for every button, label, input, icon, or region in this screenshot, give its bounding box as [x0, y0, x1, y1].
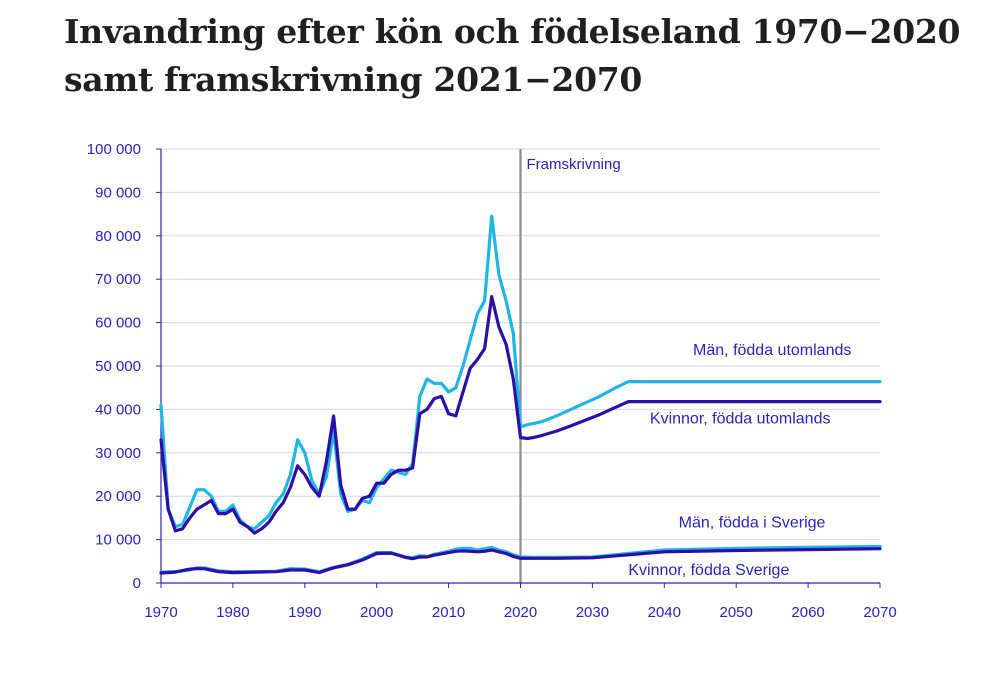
series-line-3 [159, 547, 882, 575]
series-line-1 [159, 295, 882, 535]
x-tick-label: 2020 [504, 604, 537, 621]
x-tick-label: 2000 [360, 604, 393, 621]
label-kvinnor-fodda-utomlands: Kvinnor, födda utomlands [650, 410, 831, 427]
x-tick-label: 2060 [791, 604, 824, 621]
label-man-fodda-i-sverige: Män, födda i Sverige [679, 514, 826, 531]
x-tick-label: 2050 [720, 604, 753, 621]
x-tick-label: 2040 [648, 604, 681, 621]
label-man-fodda-utomlands: Män, födda utomlands [693, 342, 851, 359]
chart-title-line-1: Invandring efter kön och födelseland 197… [64, 12, 961, 51]
y-tick-label: 90 000 [95, 184, 141, 201]
x-tick-label: 2070 [863, 604, 896, 621]
chart-title-line-2: samt framskrivning 2021−2070 [64, 60, 643, 99]
x-tick-label: 2030 [576, 604, 609, 621]
series-lines [159, 214, 882, 575]
y-tick-label: 10 000 [95, 532, 141, 549]
y-tick-label: 70 000 [95, 271, 141, 288]
y-tick-label: 50 000 [95, 358, 141, 375]
x-tick-label: 1990 [288, 604, 321, 621]
y-axis-ticks: 0 10 000 20 000 30 000 40 000 50 000 60 000 70 … [87, 141, 161, 592]
y-tick-label: 60 000 [95, 315, 141, 332]
projection-label: Framskrivning [527, 156, 621, 173]
y-tick-label: 40 000 [95, 401, 141, 418]
y-tick-label: 20 000 [95, 488, 141, 505]
y-tick-label: 30 000 [95, 445, 141, 462]
x-axis-ticks: 1970 1980 1990 2000 2010 2020 2030 2040 2050 2060… [144, 583, 897, 621]
x-tick-label: 1980 [216, 604, 249, 621]
x-tick-label: 1970 [144, 604, 177, 621]
y-tick-label: 0 [133, 575, 141, 592]
x-tick-label: 2010 [432, 604, 465, 621]
label-kvinnor-fodda-sverige: Kvinnor, födda Sverige [628, 562, 789, 579]
y-tick-label: 80 000 [95, 228, 141, 245]
chart-title: Invandring efter kön och födelseland 197… [64, 8, 961, 104]
y-tick-label: 100 000 [87, 141, 141, 158]
